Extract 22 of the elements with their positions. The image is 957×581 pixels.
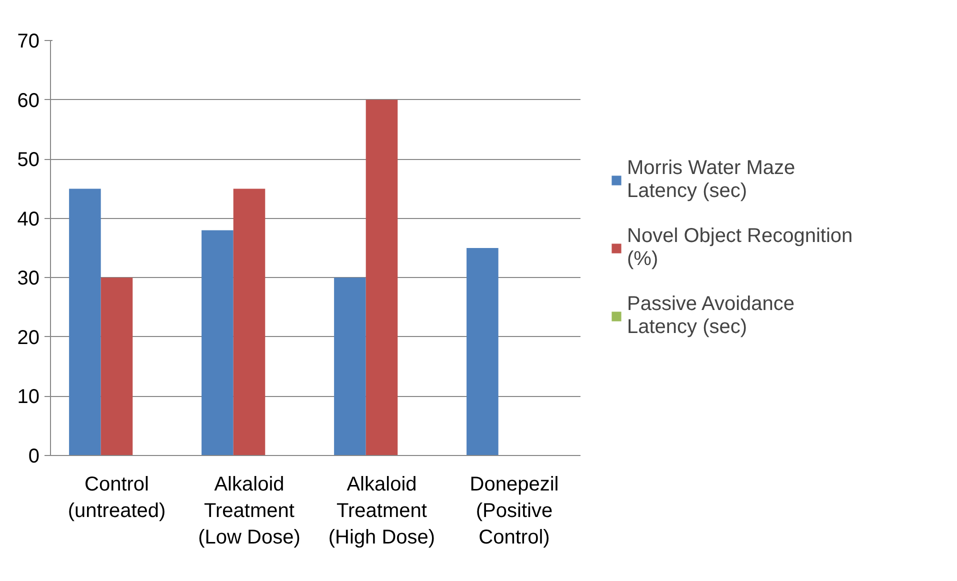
x-tick-label: Alkaloid Treatment (High Dose)	[328, 474, 436, 548]
bar	[366, 100, 398, 456]
bar	[69, 188, 101, 456]
bar	[202, 230, 234, 456]
legend-label: Passive Avoidance Latency (sec)	[627, 292, 795, 338]
legend-label: Morris Water Maze Latency (sec)	[627, 156, 796, 202]
y-tick-label: 0	[28, 446, 40, 468]
y-tick-label: 10	[17, 386, 40, 408]
bar	[100, 278, 133, 456]
legend-label: Novel Object Recognition (%)	[627, 224, 853, 270]
y-tick-label: 60	[17, 90, 40, 112]
y-tick-label: 70	[17, 30, 40, 52]
bar	[466, 248, 498, 456]
y-tick-label: 50	[17, 149, 40, 172]
y-tick-label: 40	[17, 208, 40, 230]
y-tick-label: 20	[17, 326, 40, 349]
y-tick-label: 30	[17, 268, 40, 290]
x-tick-label: Alkaloid Treatment (Low Dose)	[198, 474, 300, 548]
bar	[233, 188, 266, 456]
x-tick-label: Control (untreated)	[68, 474, 166, 522]
x-tick-label: Donepezil (Positive Control)	[470, 474, 559, 548]
bar	[334, 278, 366, 456]
